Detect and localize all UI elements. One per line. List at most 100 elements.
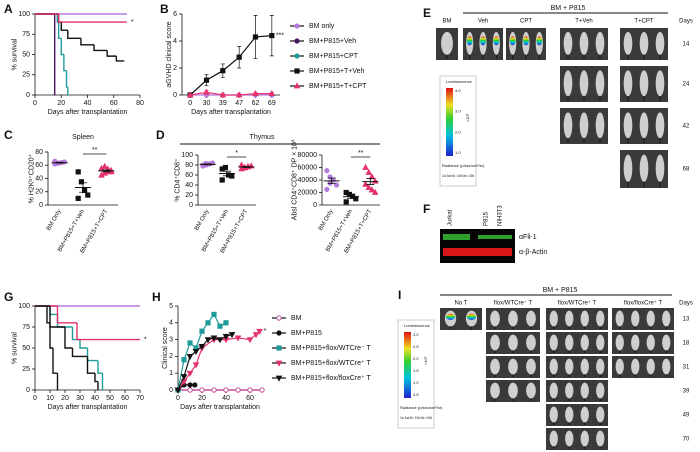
point [101, 162, 109, 169]
point [211, 387, 217, 393]
point [246, 337, 254, 344]
y-tick-label: 20 [35, 189, 43, 196]
group-title: Thymus [250, 134, 275, 141]
x-tick-label: BM Only [318, 209, 335, 232]
mouse [508, 358, 518, 375]
mouse [655, 112, 665, 139]
series-line [189, 35, 272, 96]
colorbar [404, 332, 411, 398]
band-label: α-β-Actin [519, 249, 547, 256]
point [204, 337, 212, 344]
day-label: 49 [683, 413, 690, 419]
y-tick-label: 100 [18, 303, 30, 310]
point [174, 387, 182, 394]
x-tick-label: BM+P815+T+CPT [80, 209, 110, 255]
point [192, 348, 200, 356]
point [324, 186, 330, 192]
mouse [623, 31, 633, 55]
panel-letter: D [156, 128, 165, 142]
survival-step [52, 348, 58, 374]
survival-step [49, 306, 58, 316]
colorbar-tick: 2.5 [413, 344, 419, 349]
point [210, 335, 218, 342]
x-tick-label: 30 [203, 100, 211, 107]
mouse [565, 430, 574, 447]
x-tick-label: 60 [121, 395, 129, 402]
image-frame [546, 308, 608, 330]
annotation: * [264, 328, 267, 335]
x-tick-label: 70 [136, 395, 144, 402]
legend-marker [294, 53, 300, 59]
mouse [526, 358, 536, 375]
x-tick-label: 50 [106, 395, 114, 402]
mouse [580, 334, 589, 351]
y-tick-label: 0 [173, 92, 177, 99]
annotation: * [131, 19, 134, 26]
mouse [639, 154, 649, 182]
point [78, 179, 84, 185]
error-bar [242, 166, 251, 168]
mouse [623, 154, 633, 182]
mouse [596, 334, 605, 351]
point [187, 387, 193, 393]
column-label: CPT [520, 19, 532, 25]
point [256, 328, 263, 335]
panel-letter: F [423, 202, 430, 216]
survival-step [63, 54, 67, 72]
point [180, 374, 188, 381]
error-bar [203, 163, 212, 166]
point [252, 34, 259, 40]
day-label: 18 [683, 341, 690, 347]
signal [480, 36, 486, 46]
point [211, 311, 217, 318]
mouse [563, 70, 573, 97]
mouse [596, 430, 605, 447]
x-tick-label: 0 [33, 100, 37, 107]
legend-label: BM+P815+T+CPT [309, 83, 367, 90]
day-label: 39 [683, 389, 690, 395]
y-tick-label: 5 [169, 303, 173, 310]
point [186, 91, 194, 98]
x-tick-label: 40 [222, 395, 230, 402]
legend-label: BM+P815+flox/WTCre⁺ T [291, 360, 372, 367]
signal [445, 313, 456, 320]
point [235, 91, 243, 98]
panel-letter: H [152, 290, 161, 304]
colorbar-unit: ×10⁶ [465, 113, 470, 122]
y-axis-label: % H2Kᵇ⁺CD20⁺ [28, 153, 35, 203]
survival-step [71, 327, 80, 341]
legend-label: BM [291, 315, 302, 322]
mouse [579, 112, 589, 139]
mouse [549, 382, 558, 399]
colorbar-title: Luminescence [446, 79, 473, 84]
error-bar [102, 169, 111, 173]
day-label: 24 [683, 82, 690, 88]
mouse [563, 112, 573, 139]
mouse [615, 334, 624, 351]
mouse [615, 358, 624, 375]
column-label: flox/WTCre⁻ T [494, 301, 533, 307]
y-tick-label: 3 [169, 336, 173, 343]
mouse [646, 358, 655, 375]
band-label: αFli-1 [519, 234, 537, 241]
mouse [580, 358, 589, 375]
days-label: Days [679, 301, 693, 307]
mouse [508, 310, 518, 327]
mouse [596, 358, 605, 375]
series-line [177, 333, 233, 391]
point [203, 88, 210, 95]
panel-letter: E [423, 6, 431, 20]
survival-step [106, 50, 117, 57]
image-frame [546, 404, 608, 426]
point [199, 328, 205, 334]
mouse [490, 382, 500, 399]
day-label: 70 [683, 437, 690, 443]
y-tick-label: 80 [185, 162, 193, 169]
point [252, 89, 259, 97]
mouse [631, 334, 640, 351]
image-frame [546, 428, 608, 450]
y-tick-label: 25 [22, 72, 30, 79]
colorbar-tick: 1.5 [413, 368, 419, 373]
mouse [662, 358, 671, 375]
x-tick-label: 0 [176, 395, 180, 402]
